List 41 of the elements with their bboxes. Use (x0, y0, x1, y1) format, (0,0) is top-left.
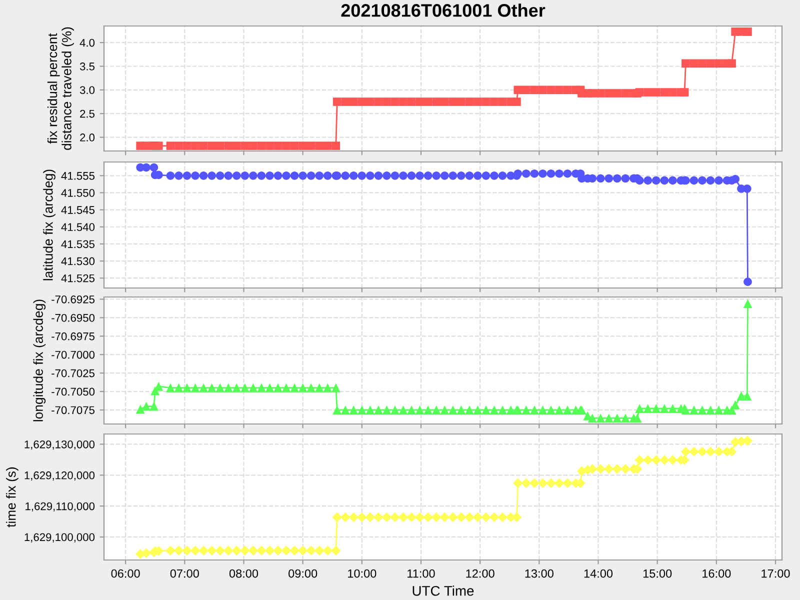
x-tick-label: 15:00 (643, 569, 672, 578)
y-tick-label: -70.7025 (52, 369, 95, 378)
y-tick-label: 41.550 (61, 189, 95, 197)
x-tick-label: 17:00 (762, 569, 790, 578)
y-tick-label: -70.7000 (52, 350, 95, 359)
y-tick-label: 41.530 (61, 257, 95, 266)
y-tick-label: 41.525 (61, 274, 95, 282)
y-tick-label: 1,629,100,000 (24, 533, 95, 542)
y-tick-label: 3.0 (80, 86, 95, 94)
x-axis-title: UTC Time (412, 586, 474, 596)
y-tick-label: -70.6925 (52, 295, 95, 304)
x-tick-label: 14:00 (584, 569, 613, 578)
x-tick-label: 07:00 (170, 569, 199, 578)
y-tick-label: -70.6975 (52, 332, 95, 340)
y-tick-label: 41.545 (61, 206, 95, 214)
y-tick-label: 3.5 (80, 62, 95, 70)
x-tick-label: 10:00 (348, 569, 376, 578)
y-tick-label: 1,629,110,000 (26, 502, 95, 512)
y-tick-label: 2.0 (80, 134, 95, 142)
y-tick-label: 2.5 (80, 110, 95, 118)
y-axis-title: latitude fix (arcdeg) (43, 170, 56, 280)
y-tick-label: -70.6950 (52, 314, 95, 322)
y-axis-title: longitude fix (arcdeg) (33, 300, 46, 422)
y-tick-label: 41.555 (61, 172, 95, 180)
y-tick-label: -70.7075 (52, 406, 95, 414)
y-tick-label: 1,629,130,000 (24, 440, 95, 450)
y-tick-label: -70.7050 (52, 388, 95, 396)
x-tick-label: 13:00 (525, 569, 554, 578)
x-tick-label: 16:00 (702, 569, 731, 578)
y-tick-label: 41.540 (61, 223, 95, 232)
x-tick-label: 06:00 (111, 569, 140, 578)
x-tick-label: 12:00 (466, 569, 494, 578)
x-tick-label: 09:00 (288, 569, 318, 578)
y-axis-title: time fix (s) (6, 467, 18, 528)
y-tick-label: 4.0 (80, 38, 95, 47)
x-tick-label: 11:00 (408, 569, 435, 578)
chart-title: 20210816T061001 Other (341, 4, 546, 17)
y-axis-title: fix residual percent distance traveled (%) (47, 27, 74, 150)
y-tick-label: 41.535 (61, 240, 95, 248)
x-tick-label: 08:00 (229, 569, 258, 578)
y-tick-label: 1,629,120,000 (24, 471, 95, 481)
